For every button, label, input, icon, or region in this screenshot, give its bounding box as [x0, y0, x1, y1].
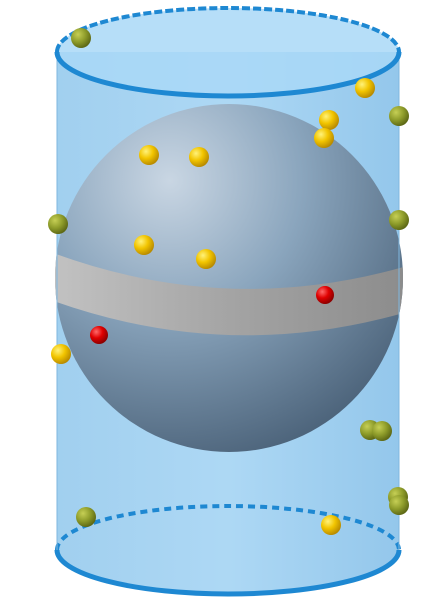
sphere — [55, 104, 403, 452]
point-yellow — [196, 249, 216, 269]
point-yellow — [389, 495, 409, 515]
point-yellow — [355, 78, 375, 98]
point-yellow — [51, 344, 71, 364]
point-yellow — [314, 128, 334, 148]
cylinder-bottom-back-edge — [55, 504, 401, 551]
points-layer — [48, 28, 409, 535]
point-yellow — [71, 28, 91, 48]
point-yellow — [76, 507, 96, 527]
point-yellow — [319, 110, 339, 130]
point-red — [316, 286, 334, 304]
cylinder-bottom-front-edge — [54, 549, 402, 597]
point-yellow — [134, 235, 154, 255]
cylinder-top-front-edge — [54, 51, 402, 99]
cylinder-top-face — [57, 8, 399, 96]
point-yellow — [189, 147, 209, 167]
point-yellow — [321, 515, 341, 535]
point-yellow — [372, 421, 392, 441]
point-yellow — [139, 145, 159, 165]
point-yellow — [48, 214, 68, 234]
sphere-equatorial-band — [55, 248, 403, 336]
point-red — [90, 326, 108, 344]
point-yellow — [389, 210, 409, 230]
point-yellow — [389, 106, 409, 126]
